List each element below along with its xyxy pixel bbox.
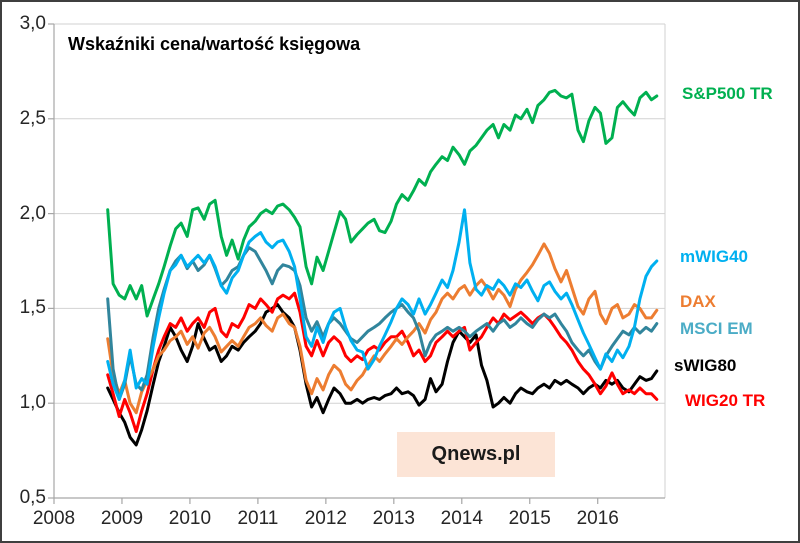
x-tick-label: 2014 <box>440 508 483 529</box>
y-tick-label: 2,0 <box>19 202 46 224</box>
legend-sp500-tr: S&P500 TR <box>682 84 773 103</box>
x-tick-label: 2010 <box>168 508 212 529</box>
legend-msci-em: MSCI EM <box>680 319 753 338</box>
y-tick-label: 0,5 <box>19 487 46 508</box>
y-tick-label: 1,5 <box>19 297 46 319</box>
chart-title: Wskaźniki cena/wartość księgowa <box>68 34 361 54</box>
x-tick-label: 2016 <box>576 508 619 529</box>
y-tick-label: 2,5 <box>19 107 46 129</box>
series-line-s-p500-tr <box>106 88 659 318</box>
legend-wig20-tr: WIG20 TR <box>685 391 766 410</box>
x-tick-label: 2011 <box>237 508 279 529</box>
series-line-msci-em <box>106 246 659 401</box>
series-line-dax <box>106 242 659 415</box>
qnews-watermark: Qnews.pl <box>397 432 555 477</box>
x-tick-label: 2009 <box>100 508 144 529</box>
legend-mwig40: mWIG40 <box>680 247 749 266</box>
y-tick-label: 1,0 <box>19 392 46 414</box>
x-tick-label: 2012 <box>304 508 347 529</box>
series-line-mwig40 <box>106 208 659 401</box>
x-tick-label: 2013 <box>372 508 415 529</box>
series-line-wig20-tr <box>106 291 659 434</box>
legend-dax: DAX <box>680 292 716 311</box>
series-line-swig80 <box>106 303 659 447</box>
x-tick-label: 2008 <box>32 508 76 529</box>
y-tick-label: 3,0 <box>19 13 46 34</box>
legend-swig80: sWIG80 <box>674 356 737 375</box>
x-tick-label: 2015 <box>508 508 551 529</box>
